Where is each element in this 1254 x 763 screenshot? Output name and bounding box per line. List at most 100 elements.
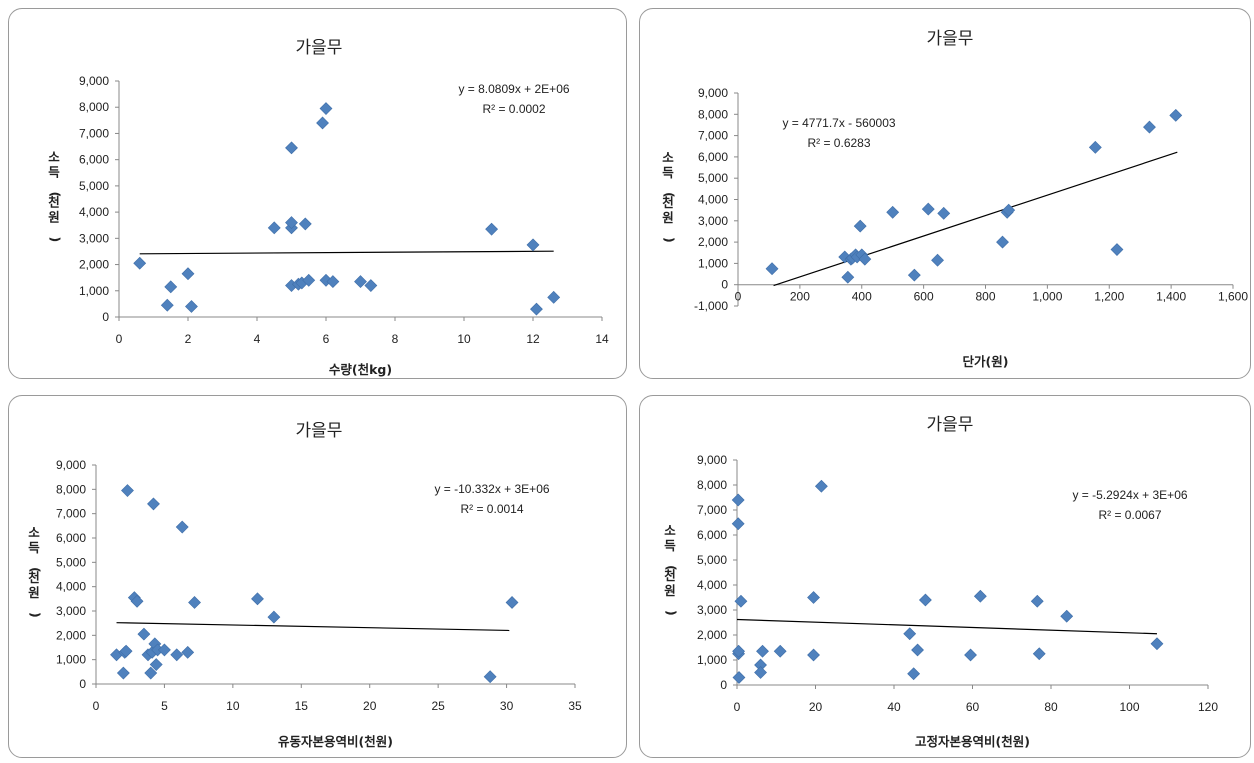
y-tick-label: 0 <box>102 310 109 324</box>
data-point <box>316 116 329 130</box>
x-tick-label: 12 <box>526 332 540 346</box>
y-axis-label: 소 득 (천 원) <box>28 525 43 618</box>
chart-panel-2: 가을무 -1,000 0 1,000 2,000 3,000 4,000 5,000 6,000… <box>639 8 1251 379</box>
data-point <box>921 202 935 216</box>
y-tick-label: 7,000 <box>698 129 728 143</box>
y-tick-label: 5,000 <box>79 179 109 193</box>
y-axis-label: 소 득 (천 원) <box>664 523 679 616</box>
data-point <box>731 517 745 531</box>
data-point <box>732 644 745 658</box>
x-tick-label: 5 <box>161 699 168 713</box>
y-axis-label: 소 득 (천 원) <box>48 150 63 243</box>
data-point <box>119 644 133 658</box>
x-axis-label: 고정자본용역비(천원) <box>915 734 1030 749</box>
x-tick-label: 25 <box>431 699 445 713</box>
data-point <box>116 666 130 680</box>
data-point <box>319 102 333 115</box>
y-tick-label: 6,000 <box>698 150 728 164</box>
y-axis-label-char: 소 <box>48 150 60 165</box>
x-tick-label: 600 <box>914 290 934 304</box>
y-tick-label: 9,000 <box>697 453 727 467</box>
data-point <box>181 645 195 659</box>
y-tick-label: 6,000 <box>56 531 86 545</box>
data-point <box>907 268 921 282</box>
y-axis-label-char: 소 <box>662 150 674 165</box>
data-point <box>526 238 540 252</box>
x-tick-label: 80 <box>1044 700 1058 714</box>
x-tick-label: 14 <box>595 332 609 346</box>
data-point <box>130 594 144 608</box>
x-tick-label: 10 <box>226 699 240 713</box>
y-tick-label: 7,000 <box>697 503 727 517</box>
data-point <box>354 275 367 289</box>
x-tick-label: 0 <box>735 290 742 304</box>
y-tick-label: 1,000 <box>697 653 727 667</box>
x-axis-label: 단가(원) <box>963 354 1009 369</box>
data-point <box>326 275 340 289</box>
scatter-chart: 가을무 -1,000 0 1,000 2,000 3,000 4,000 5,000 6,000… <box>662 29 1248 369</box>
data-point <box>185 300 198 313</box>
data-point <box>483 670 497 684</box>
data-point <box>841 270 855 284</box>
data-point <box>734 594 748 608</box>
y-axis-label-char: ) <box>664 610 679 616</box>
x-axis-label: 수량(천kg) <box>329 362 392 377</box>
x-tick-label: 20 <box>809 700 823 714</box>
x-tick-label: 8 <box>392 332 399 346</box>
data-point <box>996 235 1009 249</box>
y-axis-label-char: 원 <box>662 210 674 225</box>
trendline <box>116 622 510 632</box>
data-point <box>1110 243 1124 256</box>
data-point <box>364 279 378 292</box>
data-point <box>285 216 298 230</box>
y-tick-label: 4,000 <box>79 205 109 219</box>
trendline-r-squared: R² = 0.6283 <box>807 136 870 150</box>
x-tick-label: 1,600 <box>1218 290 1248 304</box>
x-tick-label: 0 <box>734 700 741 714</box>
y-tick-label: 3,000 <box>56 604 86 618</box>
data-point <box>1032 647 1046 661</box>
chart-title: 가을무 <box>927 29 974 49</box>
x-tick-label: 200 <box>790 290 810 304</box>
data-point <box>485 222 499 236</box>
y-tick-label: 3,000 <box>79 231 109 245</box>
trendline-r-squared: R² = 0.0002 <box>482 102 545 116</box>
y-axis-label-char: 소 <box>664 523 676 538</box>
y-tick-label: 7,000 <box>56 507 86 521</box>
data-point <box>144 666 158 680</box>
data-point <box>251 592 264 606</box>
data-point <box>175 520 189 534</box>
y-tick-label: 9,000 <box>56 458 86 472</box>
y-tick-label: 4,000 <box>698 193 728 207</box>
x-tick-label: 1,400 <box>1156 290 1186 304</box>
y-tick-label: 2,000 <box>697 628 727 642</box>
data-point <box>181 267 195 281</box>
data-point <box>732 671 746 684</box>
y-axis-label-char: ) <box>28 612 43 618</box>
data-point <box>133 256 147 270</box>
data-point <box>547 290 561 304</box>
trendline-equation: y = 8.0809x + 2E+06 <box>458 82 569 96</box>
chart-panel-4: 가을무 0 1,000 2,000 3,000 4,000 5,000 6,000 7,000 8… <box>639 395 1251 758</box>
data-point <box>931 253 944 267</box>
y-axis-label-char: 득 <box>48 165 60 180</box>
x-tick-label: 0 <box>116 332 123 346</box>
data-point <box>170 648 184 662</box>
y-tick-label: 3,000 <box>697 603 727 617</box>
scatter-chart: 가을무 0 1,000 2,000 3,000 4,000 5,000 6,000 7,000 8… <box>664 415 1218 749</box>
x-tick-label: 4 <box>254 332 261 346</box>
data-point <box>164 280 178 294</box>
data-point <box>937 206 951 220</box>
x-axis-label: 유동자본용역비(천원) <box>278 734 393 749</box>
trendline-r-squared: R² = 0.0067 <box>1098 508 1161 522</box>
y-tick-label: 5,000 <box>56 555 86 569</box>
y-axis-label-char: 원 <box>28 585 40 600</box>
x-tick-label: 400 <box>852 290 872 304</box>
data-point <box>1002 203 1016 217</box>
data-point <box>188 596 201 609</box>
trendline-equation: y = -10.332x + 3E+06 <box>434 482 549 496</box>
x-tick-label: 40 <box>887 700 901 714</box>
chart-title: 가을무 <box>296 38 343 58</box>
scatter-chart: 가을무 0 1,000 2,000 3,000 4,000 5,000 6,000 7,000 8… <box>28 421 582 749</box>
data-point <box>918 593 932 607</box>
